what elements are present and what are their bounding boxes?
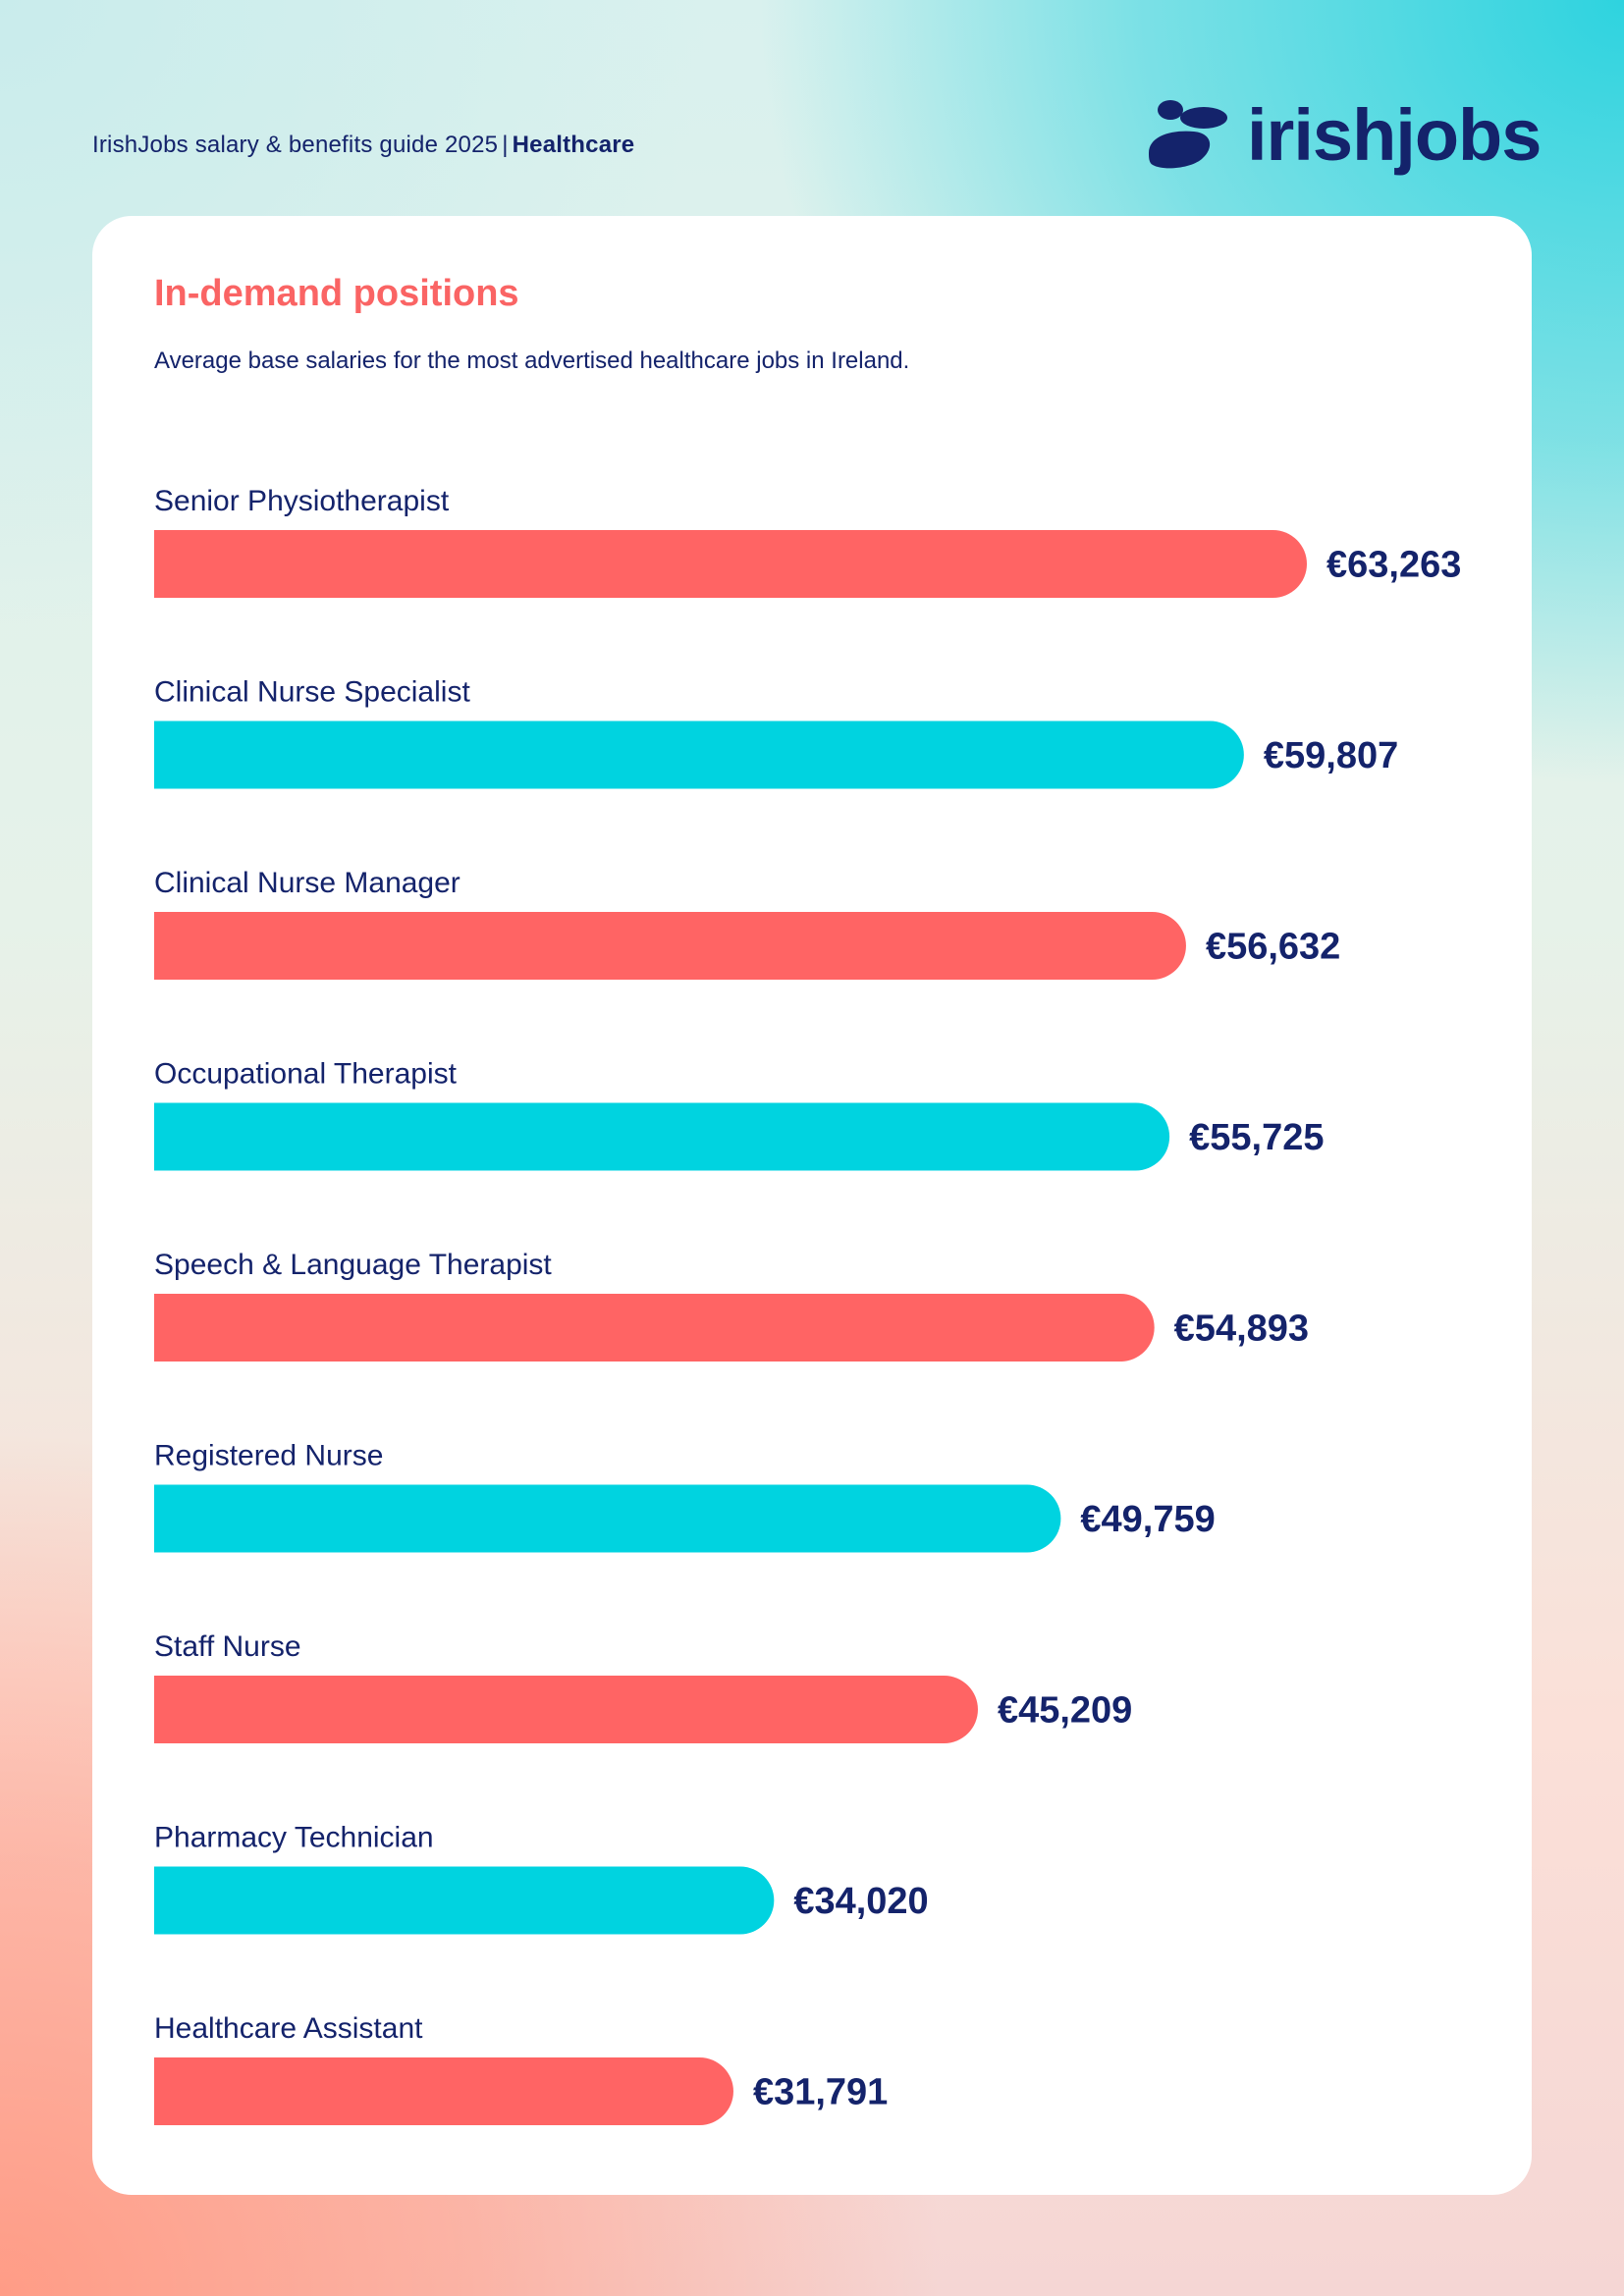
irishjobs-logo: irishjobs [1143, 96, 1555, 175]
category-label: Pharmacy Technician [154, 1822, 434, 1854]
bar [154, 1676, 978, 1743]
logo-wordmark: irishjobs [1247, 94, 1542, 176]
header-separator: | [502, 132, 509, 158]
salary-bar-chart: Senior Physiotherapist €63,263 Clinical Nu… [154, 485, 1461, 2125]
value-label: €56,632 [1206, 927, 1340, 968]
bar [154, 2057, 733, 2125]
bar [154, 1102, 1170, 1171]
value-label: €59,807 [1264, 735, 1398, 776]
bar [154, 1294, 1155, 1362]
category-label: Registered Nurse [154, 1440, 383, 1472]
value-label: €45,209 [998, 1690, 1132, 1732]
guide-title: IrishJobs salary & benefits guide 2025 [92, 132, 499, 158]
guide-header: IrishJobs salary & benefits guide 2025 | H… [92, 132, 634, 159]
bar [154, 912, 1186, 980]
chart-subtitle: Average base salaries for the most adver… [154, 347, 910, 374]
bar [154, 721, 1244, 789]
guide-section: Healthcare [512, 132, 635, 158]
category-label: Healthcare Assistant [154, 2012, 423, 2045]
category-label: Clinical Nurse Manager [154, 867, 460, 899]
category-label: Senior Physiotherapist [154, 485, 450, 517]
value-label: €55,725 [1189, 1117, 1324, 1158]
bar [154, 530, 1307, 598]
value-label: €63,263 [1326, 545, 1461, 586]
bar [154, 1866, 775, 1935]
value-label: €49,759 [1080, 1499, 1215, 1540]
irishjobs-logo-icon [1149, 100, 1227, 169]
chart-card: In-demand positions Average base salarie… [92, 216, 1532, 2195]
category-label: Staff Nurse [154, 1630, 301, 1663]
chart-title: In-demand positions [154, 273, 519, 314]
bar [154, 1484, 1061, 1553]
value-label: €34,020 [793, 1881, 928, 1922]
category-label: Clinical Nurse Specialist [154, 676, 470, 709]
value-label: €54,893 [1174, 1308, 1309, 1350]
value-label: €31,791 [753, 2072, 888, 2113]
category-label: Speech & Language Therapist [154, 1249, 552, 1281]
category-label: Occupational Therapist [154, 1058, 458, 1091]
